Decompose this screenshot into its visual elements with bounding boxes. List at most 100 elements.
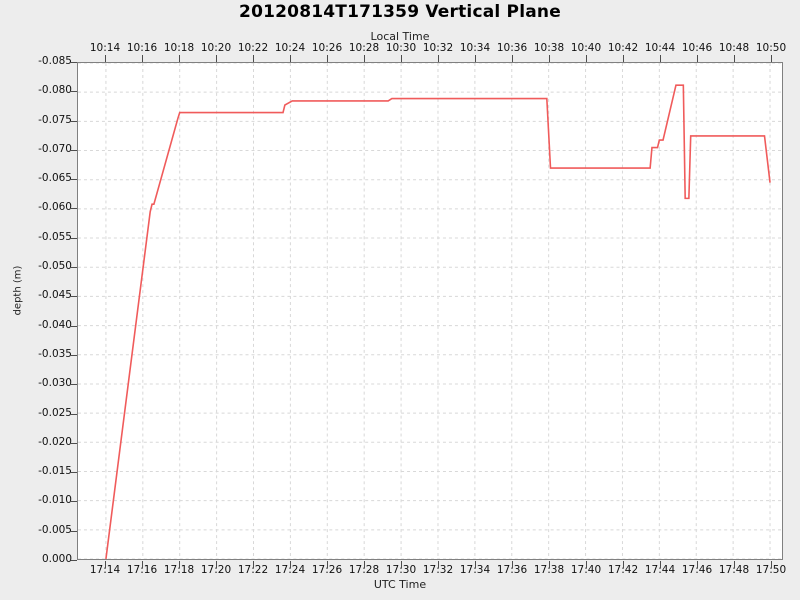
- x-tick-utc-13: 17:40: [570, 564, 602, 576]
- y-tickmark-4: [71, 179, 77, 181]
- x-tickmark-bottom-12: [549, 561, 550, 568]
- y-tickmark-2: [71, 120, 77, 122]
- y-tickmark-7: [71, 267, 77, 269]
- x-tick-utc-5: 17:24: [274, 564, 306, 576]
- y-tickmark-6: [71, 237, 77, 239]
- y-tick-10: -0.035: [38, 347, 72, 360]
- x-tickmark-top-13: [586, 55, 587, 62]
- x-tick-utc-10: 17:34: [459, 564, 491, 576]
- x-tick-local-8: 10:30: [385, 42, 417, 54]
- data-series-depth: [105, 84, 771, 559]
- x-tick-local-10: 10:34: [459, 42, 491, 54]
- x-tick-utc-3: 17:20: [200, 564, 232, 576]
- y-tick-16: -0.005: [38, 523, 72, 536]
- x-tick-local-0: 10:14: [89, 42, 121, 54]
- x-tick-local-6: 10:26: [311, 42, 343, 54]
- y-tick-1: -0.080: [38, 84, 72, 97]
- y-tick-2: -0.075: [38, 113, 72, 126]
- x-tick-local-17: 10:48: [718, 42, 750, 54]
- x-tickmark-bottom-1: [142, 561, 143, 568]
- x-tickmark-top-11: [512, 55, 513, 62]
- x-tickmark-top-1: [142, 55, 143, 62]
- x-tickmark-top-7: [364, 55, 365, 62]
- x-tickmark-bottom-9: [438, 561, 439, 568]
- x-tickmark-bottom-6: [327, 561, 328, 568]
- x-tickmark-bottom-13: [586, 561, 587, 568]
- x-tick-utc-16: 17:46: [681, 564, 713, 576]
- x-tickmark-bottom-14: [623, 561, 624, 568]
- page-title: 20120814T171359 Vertical Plane: [239, 2, 561, 22]
- x-tick-local-2: 10:18: [163, 42, 195, 54]
- y-tickmark-15: [71, 501, 77, 503]
- plot-area: [77, 62, 783, 560]
- x-tickmark-top-12: [549, 55, 550, 62]
- y-tick-14: -0.015: [38, 465, 72, 478]
- x-tickmark-bottom-8: [401, 561, 402, 568]
- x-tick-local-9: 10:32: [422, 42, 454, 54]
- y-tick-4: -0.065: [38, 172, 72, 185]
- y-tick-15: -0.010: [38, 494, 72, 507]
- y-tickmark-12: [71, 413, 77, 415]
- y-tickmark-5: [71, 208, 77, 210]
- y-tick-11: -0.030: [38, 377, 72, 390]
- x-tickmark-top-16: [697, 55, 698, 62]
- y-tickmark-13: [71, 442, 77, 444]
- y-tick-9: -0.040: [38, 318, 72, 331]
- x-tickmark-top-2: [179, 55, 180, 62]
- y-tickmark-0: [71, 62, 77, 63]
- x-tickmark-top-3: [216, 55, 217, 62]
- x-tick-utc-18: 17:50: [755, 564, 787, 576]
- y-tickmark-16: [71, 530, 77, 532]
- x-tickmark-top-6: [327, 55, 328, 62]
- x-tickmark-top-10: [475, 55, 476, 62]
- x-tick-local-3: 10:20: [200, 42, 232, 54]
- x-tick-utc-9: 17:32: [422, 564, 454, 576]
- x-tick-utc-6: 17:26: [311, 564, 343, 576]
- x-tick-utc-11: 17:36: [496, 564, 528, 576]
- x-tick-utc-14: 17:42: [607, 564, 639, 576]
- y-tick-3: -0.070: [38, 142, 72, 155]
- y-tick-6: -0.055: [38, 230, 72, 243]
- x-tickmark-bottom-16: [697, 561, 698, 568]
- y-tickmark-10: [71, 354, 77, 356]
- x-tickmark-top-14: [623, 55, 624, 62]
- x-tickmark-bottom-2: [179, 561, 180, 568]
- x-tick-utc-17: 17:48: [718, 564, 750, 576]
- x-tickmark-top-15: [660, 55, 661, 62]
- y-tick-13: -0.020: [38, 435, 72, 448]
- y-tick-12: -0.025: [38, 406, 72, 419]
- x-tickmark-bottom-10: [475, 561, 476, 568]
- x-tickmark-top-18: [771, 55, 772, 62]
- x-tickmark-bottom-11: [512, 561, 513, 568]
- x-tick-utc-15: 17:44: [644, 564, 676, 576]
- x-tickmark-bottom-18: [771, 561, 772, 568]
- x-tickmark-bottom-4: [253, 561, 254, 568]
- x-tickmark-bottom-17: [734, 561, 735, 568]
- x-tick-utc-2: 17:18: [163, 564, 195, 576]
- y-tickmark-8: [71, 296, 77, 298]
- y-tickmark-3: [71, 149, 77, 151]
- x-tickmark-top-17: [734, 55, 735, 62]
- x-axis-title: UTC Time: [373, 578, 427, 591]
- y-tickmark-11: [71, 384, 77, 386]
- x-tickmark-bottom-0: [105, 561, 106, 568]
- x-tick-local-5: 10:24: [274, 42, 306, 54]
- x-tickmark-top-0: [105, 55, 106, 62]
- x-tickmark-top-8: [401, 55, 402, 62]
- y-tick-8: -0.045: [38, 289, 72, 302]
- gridlines: [78, 63, 782, 559]
- x-tick-utc-8: 17:30: [385, 564, 417, 576]
- y-tick-17: 0.000: [41, 553, 72, 565]
- x-tick-local-15: 10:44: [644, 42, 676, 54]
- x-tick-local-1: 10:16: [126, 42, 158, 54]
- y-tickmark-9: [71, 325, 77, 327]
- x-tick-utc-0: 17:14: [89, 564, 121, 576]
- y-tickmark-14: [71, 472, 77, 474]
- y-tick-7: -0.050: [38, 260, 72, 273]
- y-tickmark-1: [71, 91, 77, 93]
- x-tickmark-bottom-7: [364, 561, 365, 568]
- x-tickmark-top-5: [290, 55, 291, 62]
- top-axis-title: Local Time: [370, 30, 430, 43]
- x-tickmark-bottom-3: [216, 561, 217, 568]
